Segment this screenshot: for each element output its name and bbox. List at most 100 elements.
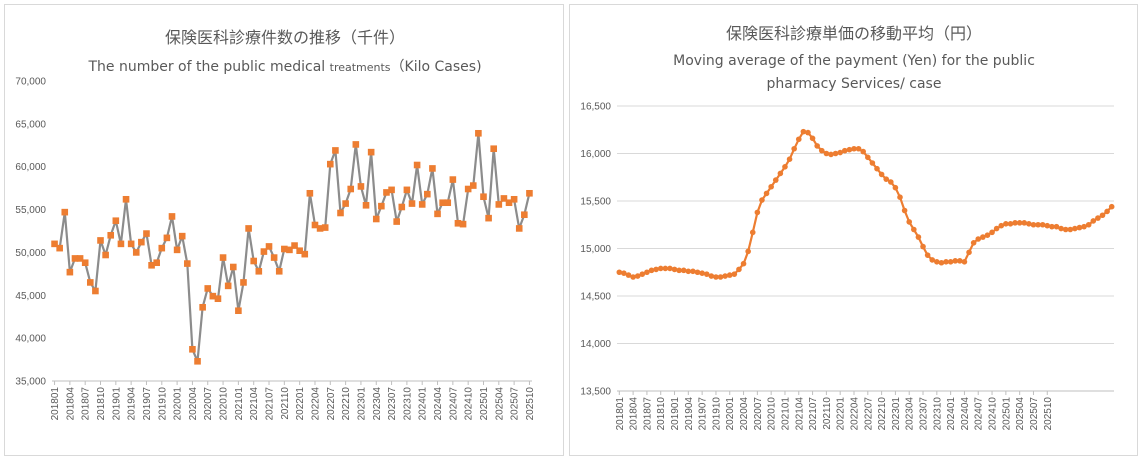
data-point (961, 259, 968, 265)
data-point (138, 238, 145, 246)
data-point (362, 201, 370, 209)
data-point (795, 136, 802, 143)
moving-average-chart: 保険医科診療単価の移動平均（円） Moving average of the p… (580, 24, 1115, 431)
x-tick-label: 202401 (418, 387, 429, 421)
x-tick-label: 202201 (295, 387, 306, 421)
data-point (1058, 225, 1064, 232)
data-point (1016, 220, 1023, 226)
chart-title: 保険医科診療件数の推移（千件） (165, 28, 405, 47)
data-point (1076, 224, 1083, 231)
data-point (184, 260, 191, 267)
data-point (1044, 222, 1051, 229)
x-tick-label: 202301 (356, 387, 367, 421)
data-point (947, 259, 954, 265)
data-point (321, 224, 329, 231)
data-point (722, 273, 728, 279)
data-point (378, 202, 385, 210)
data-point (148, 261, 155, 269)
data-point (1099, 212, 1106, 219)
data-point (526, 189, 533, 197)
data-point (194, 357, 201, 365)
data-point (224, 282, 232, 290)
x-tick-label: 201907 (698, 397, 709, 431)
data-point (444, 199, 452, 207)
data-point (342, 200, 349, 207)
x-tick-label: 202110 (280, 387, 291, 420)
data-point (71, 255, 79, 262)
data-point (915, 234, 922, 240)
data-point (76, 255, 84, 262)
data-point (966, 249, 972, 256)
x-tick-label: 202501 (1001, 397, 1012, 431)
data-point (153, 259, 160, 267)
data-point (1095, 215, 1101, 221)
x-tick-label: 202101 (780, 397, 791, 431)
x-tick-label: 202307 (919, 397, 930, 431)
data-point (265, 243, 273, 250)
x-tick-label: 202104 (794, 397, 805, 431)
data-point (1012, 220, 1018, 226)
subtitle-tail: （Kilo Cases) (391, 59, 482, 75)
data-point (648, 267, 655, 274)
data-point (51, 240, 58, 248)
data-point (413, 161, 421, 169)
x-tick-label: 201801 (615, 397, 626, 431)
data-point (464, 185, 472, 193)
y-tick-label: 45,000 (15, 291, 46, 302)
data-point (178, 232, 186, 240)
x-tick-label: 202010 (767, 397, 778, 431)
data-point (306, 189, 314, 197)
data-point (768, 183, 774, 190)
data-point (786, 156, 793, 162)
axes: 35,000 40,000 45,000 50,000 55,000 60,000 65,0… (15, 77, 536, 421)
x-tick-label: 202210 (341, 387, 352, 421)
x-tick-label: 201907 (142, 387, 153, 421)
x-tick-label: 201901 (111, 387, 122, 421)
data-point (906, 219, 913, 225)
data-point (521, 211, 528, 219)
data-point (680, 267, 687, 274)
data-point (731, 271, 738, 277)
data-point (929, 257, 936, 263)
x-tick-label: 202504 (1015, 397, 1026, 431)
data-point (1003, 221, 1009, 227)
data-point (515, 225, 523, 232)
x-tick-label: 202310 (402, 387, 413, 421)
data-point (66, 268, 74, 276)
data-point (657, 265, 664, 272)
x-tick-label: 202204 (849, 397, 860, 431)
subtitle-main: The number of the public medical (87, 59, 325, 75)
data-point (703, 271, 710, 277)
data-point (454, 219, 462, 227)
x-tick-label: 202304 (905, 397, 916, 431)
data-point (485, 214, 492, 222)
x-tick-label: 202407 (448, 387, 459, 421)
data-point (685, 268, 692, 275)
data-point (874, 165, 880, 172)
data-point (772, 177, 779, 183)
data-point (975, 236, 982, 242)
data-point (639, 271, 646, 277)
data-point (644, 269, 650, 276)
data-point (837, 149, 843, 156)
data-point (984, 232, 991, 238)
x-tick-label: 201804 (629, 397, 640, 431)
data-point (667, 265, 673, 272)
data-point (952, 258, 959, 264)
data-point (809, 135, 816, 142)
subtitle-small: treatments (330, 61, 391, 74)
data-point (495, 201, 503, 208)
data-point (1021, 220, 1028, 226)
data-point (653, 266, 659, 273)
data-point (204, 285, 212, 292)
data-point (841, 147, 848, 154)
data-point (199, 303, 206, 311)
data-point (388, 186, 395, 194)
x-tick-label: 202007 (203, 387, 214, 421)
x-tick-label: 202201 (836, 397, 847, 431)
data-point (122, 195, 130, 203)
data-point (855, 145, 862, 152)
data-point (296, 247, 303, 255)
data-point (943, 259, 949, 265)
data-point (490, 145, 498, 153)
